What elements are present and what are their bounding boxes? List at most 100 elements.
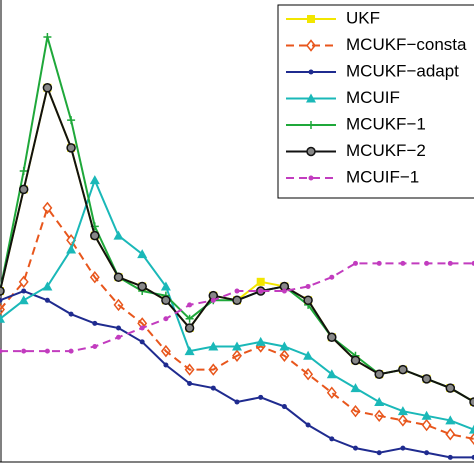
marker (160, 344, 171, 358)
marker (18, 275, 29, 289)
series (0, 288, 474, 460)
marker (400, 445, 406, 451)
marker (447, 454, 453, 460)
marker (43, 32, 52, 41)
series (0, 83, 474, 407)
marker (232, 341, 242, 351)
marker (376, 260, 382, 266)
marker (307, 15, 315, 23)
marker (137, 249, 148, 259)
series-line (0, 205, 474, 440)
marker (374, 369, 384, 379)
marker (92, 320, 98, 326)
marker (308, 69, 314, 75)
marker (424, 260, 430, 266)
marker (184, 363, 195, 376)
marker (0, 297, 3, 303)
marker (305, 422, 311, 428)
marker (350, 404, 361, 418)
marker (44, 297, 50, 303)
marker (397, 406, 408, 416)
marker (350, 355, 361, 366)
marker (18, 295, 29, 305)
marker (306, 39, 316, 52)
marker (400, 260, 406, 266)
marker (471, 454, 474, 460)
marker (66, 244, 77, 254)
marker (0, 313, 5, 323)
marker (469, 424, 474, 434)
marker (281, 288, 287, 294)
marker (421, 374, 432, 384)
marker (92, 344, 98, 349)
marker (424, 450, 430, 456)
marker (445, 428, 456, 441)
legend-label: MCUKF−consta (346, 35, 467, 54)
series (0, 175, 474, 434)
marker (139, 325, 145, 331)
marker (234, 399, 240, 405)
marker (0, 303, 5, 316)
legend-label: MCUKF−2 (346, 141, 426, 160)
marker (326, 369, 337, 379)
marker (353, 445, 358, 451)
marker (255, 336, 266, 346)
legend-label: MCUKF−1 (346, 114, 426, 133)
marker (281, 404, 287, 410)
marker (67, 116, 76, 125)
series (0, 260, 474, 354)
marker (326, 386, 337, 399)
marker (210, 385, 216, 391)
marker (327, 332, 337, 343)
marker (42, 201, 53, 215)
marker (184, 323, 195, 333)
marker (279, 349, 290, 362)
legend: UKF MCUKF−consta MCUKF−adapt MCUIF MCUKF−1 MC… (277, 4, 474, 199)
marker (137, 281, 147, 292)
marker (68, 348, 74, 354)
marker (329, 436, 335, 442)
marker (89, 270, 100, 284)
marker (160, 281, 171, 291)
marker (398, 364, 408, 375)
marker (161, 295, 171, 306)
marker (307, 121, 315, 129)
marker (445, 415, 456, 425)
marker (21, 288, 27, 294)
marker (0, 286, 5, 296)
marker (445, 383, 456, 393)
marker (308, 175, 314, 181)
marker (306, 146, 316, 157)
marker (66, 143, 76, 153)
marker (187, 302, 193, 308)
marker (113, 230, 124, 240)
marker (279, 341, 290, 351)
marker (303, 295, 313, 306)
marker (185, 314, 194, 323)
marker (397, 414, 408, 427)
marker (232, 295, 242, 306)
marker (258, 394, 264, 400)
marker (116, 334, 121, 340)
marker (234, 288, 240, 294)
marker (374, 409, 385, 423)
marker (44, 348, 50, 354)
marker (303, 350, 314, 360)
marker (447, 260, 453, 266)
marker (139, 339, 145, 345)
marker (113, 272, 124, 282)
legend-label: MCUIF−1 (346, 167, 419, 186)
marker (163, 316, 169, 322)
marker (232, 349, 242, 362)
marker (421, 418, 432, 432)
legend-label: MCUIF (346, 88, 400, 107)
marker (306, 93, 316, 103)
marker (374, 396, 385, 406)
marker (184, 346, 195, 356)
marker (21, 348, 27, 354)
marker (258, 288, 264, 294)
marker (113, 298, 124, 312)
marker (210, 297, 216, 303)
marker (329, 274, 335, 280)
